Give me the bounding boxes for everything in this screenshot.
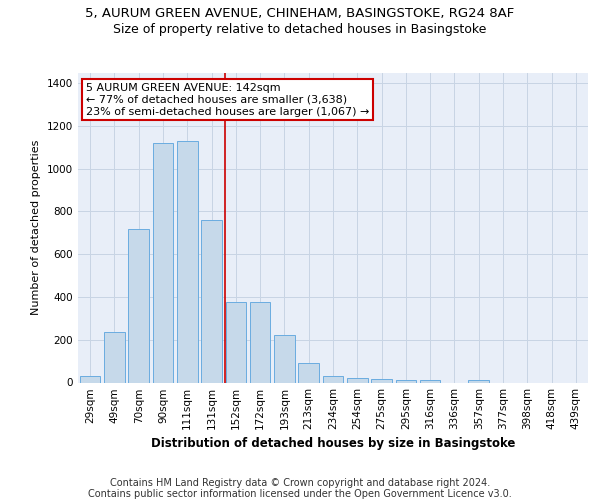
- Text: Contains HM Land Registry data © Crown copyright and database right 2024.
Contai: Contains HM Land Registry data © Crown c…: [88, 478, 512, 499]
- Bar: [347, 378, 368, 382]
- Text: 5, AURUM GREEN AVENUE, CHINEHAM, BASINGSTOKE, RG24 8AF: 5, AURUM GREEN AVENUE, CHINEHAM, BASINGS…: [85, 8, 515, 20]
- Bar: [298, 364, 319, 382]
- Bar: [371, 378, 392, 382]
- Bar: [128, 228, 149, 382]
- Bar: [395, 380, 416, 382]
- Text: 5 AURUM GREEN AVENUE: 142sqm
← 77% of detached houses are smaller (3,638)
23% of: 5 AURUM GREEN AVENUE: 142sqm ← 77% of de…: [86, 84, 369, 116]
- Bar: [201, 220, 222, 382]
- Bar: [274, 336, 295, 382]
- Bar: [420, 380, 440, 382]
- Bar: [80, 376, 100, 382]
- Text: Size of property relative to detached houses in Basingstoke: Size of property relative to detached ho…: [113, 22, 487, 36]
- Bar: [323, 376, 343, 382]
- Bar: [250, 302, 271, 382]
- Y-axis label: Number of detached properties: Number of detached properties: [31, 140, 41, 315]
- Bar: [177, 141, 197, 382]
- Text: Distribution of detached houses by size in Basingstoke: Distribution of detached houses by size …: [151, 438, 515, 450]
- Bar: [469, 380, 489, 382]
- Bar: [226, 302, 246, 382]
- Bar: [152, 143, 173, 382]
- Bar: [104, 332, 125, 382]
